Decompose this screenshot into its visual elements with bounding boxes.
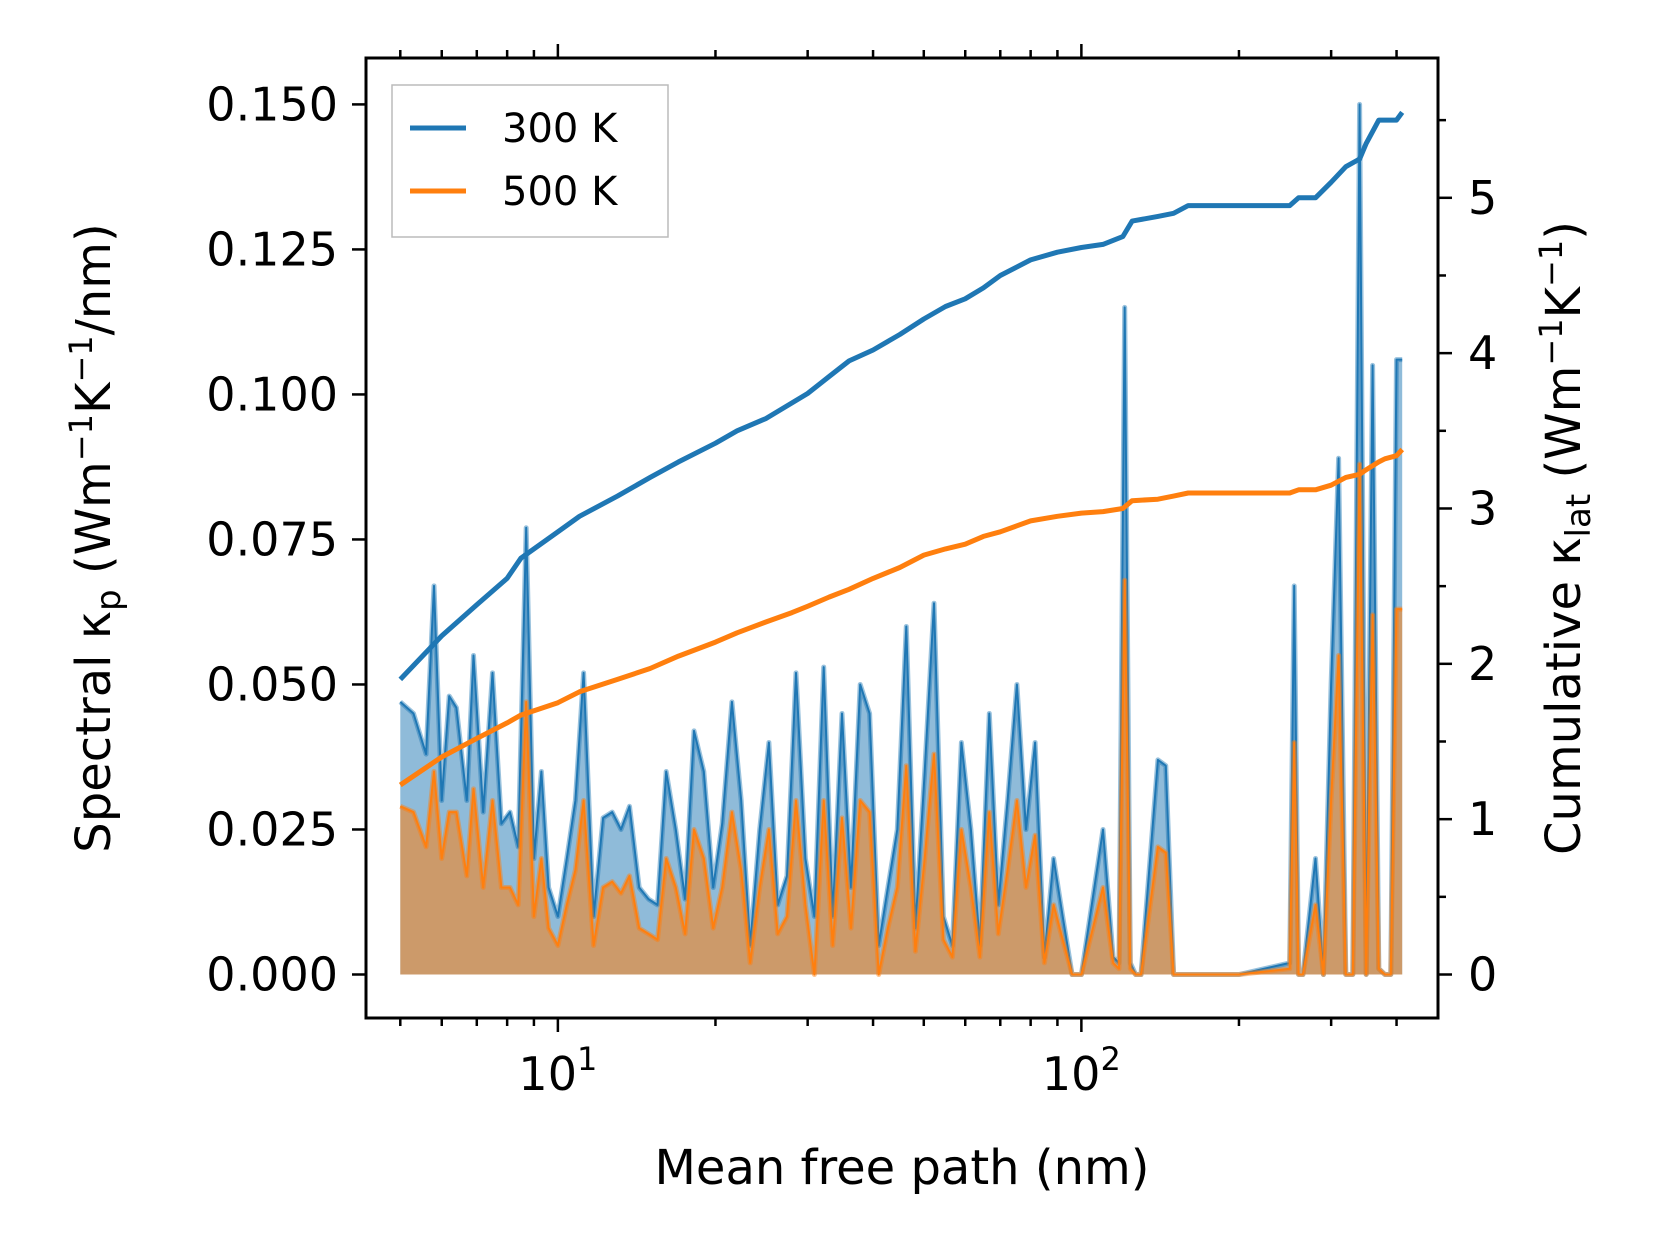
y-left-tick-label: 0.150 [206, 77, 338, 131]
y-axis-right-title: Cumulative κlat (Wm−1K−1) [1532, 221, 1599, 855]
y-left-tick-label: 0.100 [206, 367, 338, 421]
y-left-tick-label: 0.125 [206, 222, 338, 276]
y-left-tick-label: 0.000 [206, 947, 338, 1001]
cumulative-line-300k [398, 110, 1405, 682]
y-axis-left-title: Spectral κp (Wm−1K−1/nm) [62, 223, 129, 852]
x-tick-label: 102 [1042, 1040, 1121, 1101]
y-right-tick-label: 0 [1468, 948, 1497, 1002]
y-left-tick-label: 0.050 [206, 657, 338, 711]
y-right-tick-label: 4 [1468, 326, 1497, 380]
spectral-fill-layer [398, 101, 1403, 977]
plot-frame [364, 56, 1440, 1020]
y-right-tick-label: 3 [1468, 481, 1497, 535]
legend-label-300k: 300 K [502, 106, 619, 152]
y-right-tick-label: 2 [1468, 637, 1497, 691]
y-right-tick-label: 5 [1468, 171, 1497, 225]
tick-layer [352, 44, 1452, 1032]
x-axis-title: Mean free path (nm) [655, 1140, 1150, 1196]
legend: 300 K 500 K [391, 84, 669, 238]
tick-label-layer: 101 1020.0000.0250.0500.0750.1000.1250.15… [206, 77, 1497, 1101]
spectral-line-500-k-spectral [399, 463, 1403, 976]
y-left-tick-label: 0.025 [206, 802, 338, 856]
y-left-tick-label: 0.075 [206, 512, 338, 566]
spectral-fill-500-k-spectral [400, 464, 1403, 975]
series-line-layer [398, 110, 1405, 788]
legend-label-500k: 500 K [502, 169, 619, 215]
cumulative-line-500k [398, 447, 1405, 788]
legend-box [391, 84, 669, 238]
spectral-line-300-k-spectral [399, 103, 1403, 976]
y-right-tick-label: 1 [1468, 792, 1497, 846]
x-tick-label: 101 [518, 1040, 597, 1101]
